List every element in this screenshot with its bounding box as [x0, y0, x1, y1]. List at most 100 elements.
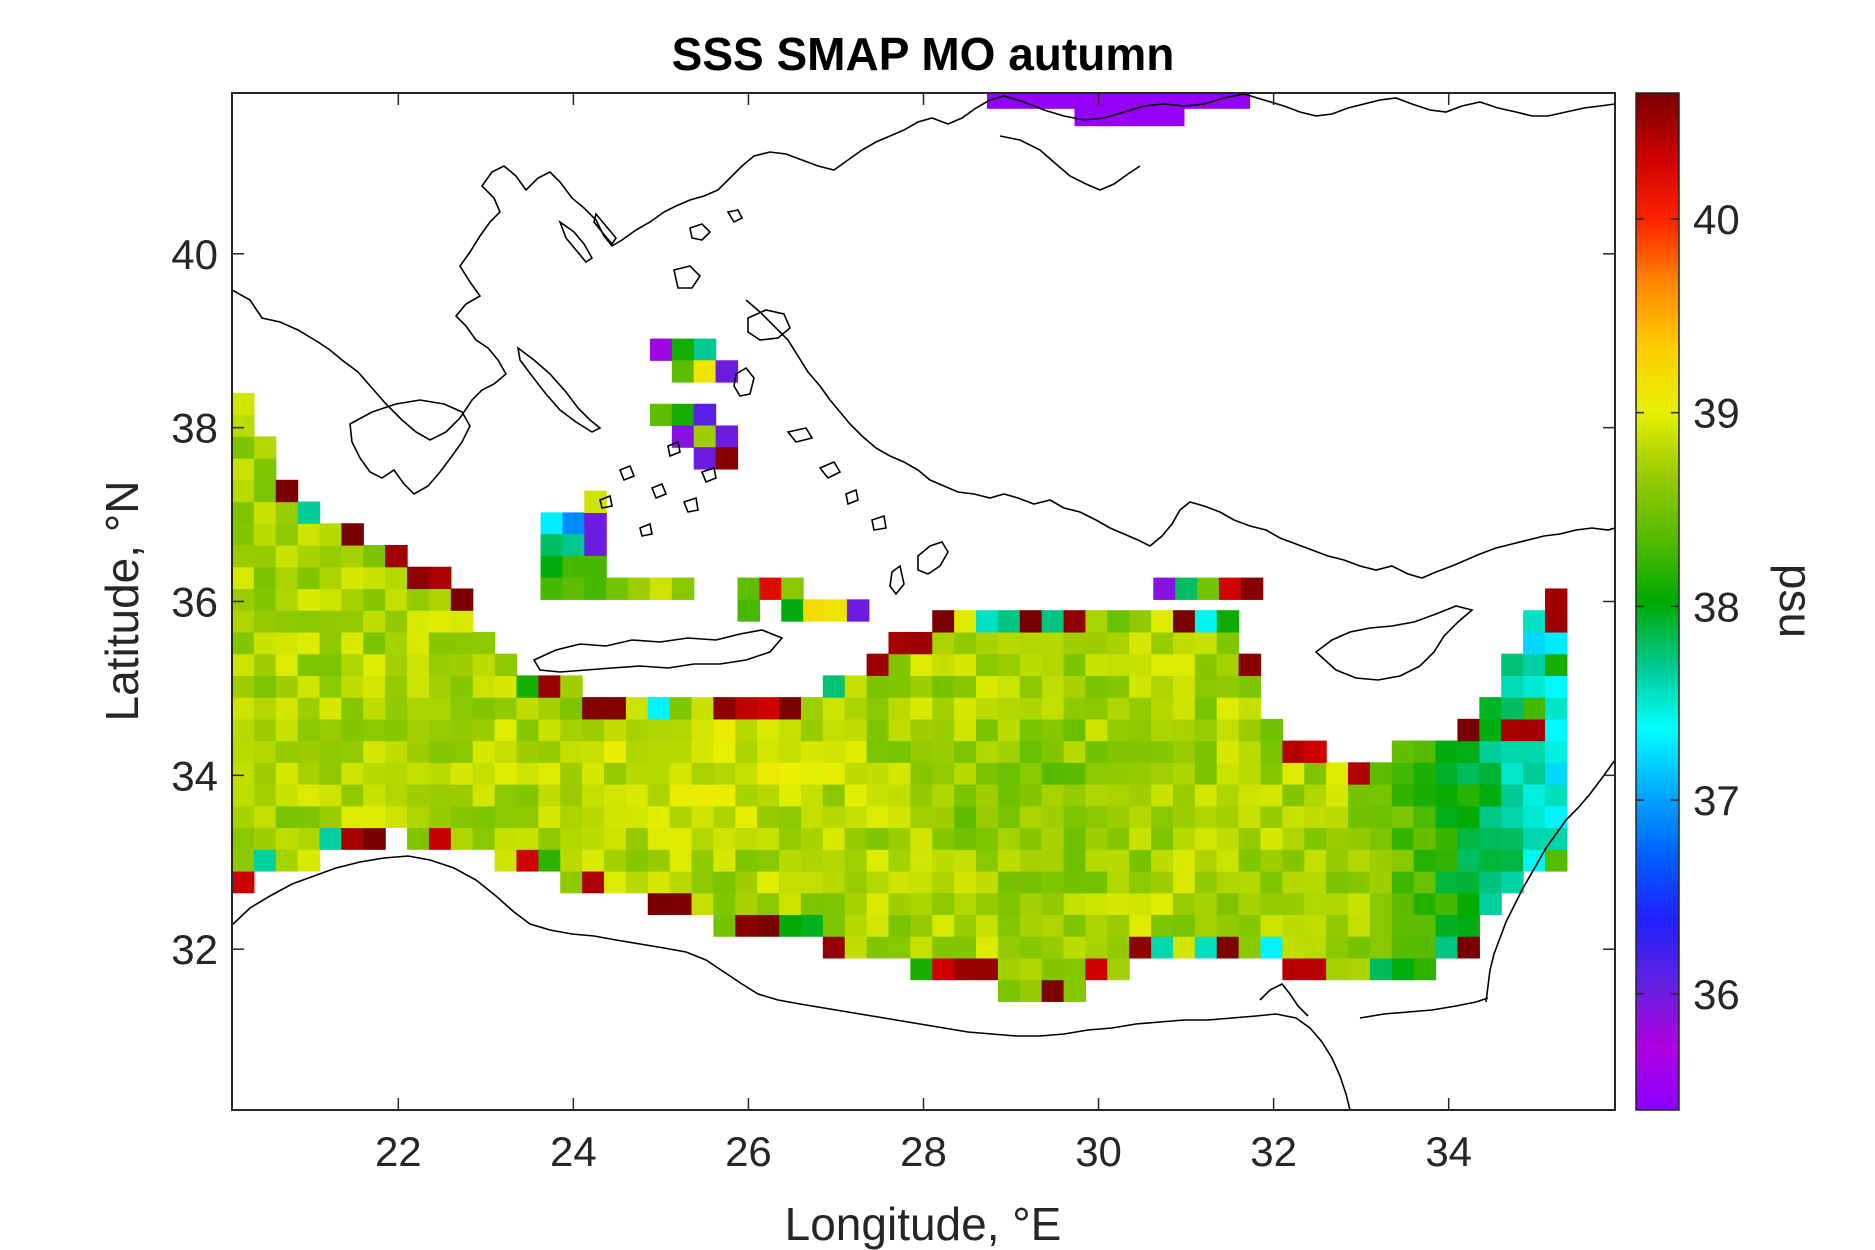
- salinity-cell: [1544, 697, 1568, 720]
- salinity-cell: [1304, 957, 1327, 981]
- salinity-cell: [1457, 718, 1480, 742]
- salinity-cell: [1041, 653, 1065, 676]
- salinity-cell: [1107, 914, 1130, 937]
- salinity-cell: [341, 784, 364, 807]
- salinity-cell: [604, 805, 627, 829]
- salinity-cell: [757, 740, 780, 763]
- salinity-cell: [910, 675, 933, 698]
- salinity-cell: [1282, 762, 1305, 785]
- salinity-cell: [275, 827, 299, 850]
- salinity-cell: [319, 610, 343, 633]
- salinity-cell: [671, 425, 695, 448]
- salinity-cell: [1501, 827, 1524, 850]
- salinity-cell: [910, 892, 933, 916]
- salinity-cell: [341, 827, 364, 850]
- salinity-cell: [976, 827, 999, 850]
- salinity-cell: [1391, 870, 1415, 894]
- salinity-cell: [1260, 870, 1283, 894]
- salinity-cell: [1019, 653, 1043, 676]
- salinity-cell: [647, 718, 671, 742]
- salinity-cell: [582, 762, 605, 785]
- salinity-cell: [407, 697, 430, 720]
- y-axis-ticks: 32 34 36 38 40: [171, 231, 1615, 973]
- salinity-cell: [976, 805, 999, 829]
- salinity-cell: [866, 914, 890, 937]
- salinity-cell: [582, 870, 605, 894]
- salinity-cell: [407, 827, 430, 850]
- salinity-cell: [562, 534, 585, 557]
- salinity-cell: [1194, 675, 1218, 698]
- salinity-cell: [649, 338, 673, 361]
- salinity-cell: [1435, 849, 1459, 872]
- salinity-cell: [1435, 827, 1459, 850]
- salinity-cell: [976, 870, 999, 894]
- salinity-cell: [997, 718, 1021, 742]
- salinity-cell: [735, 762, 758, 785]
- salinity-cell: [1194, 936, 1218, 959]
- salinity-cell: [1501, 762, 1524, 785]
- salinity-cell: [1074, 103, 1097, 127]
- salinity-cell: [1151, 653, 1174, 676]
- salinity-cell: [1041, 784, 1065, 807]
- salinity-cell: [1030, 93, 1054, 109]
- salinity-cell: [1194, 892, 1218, 916]
- salinity-cell: [1238, 892, 1262, 916]
- salinity-cell: [932, 740, 955, 763]
- salinity-cell: [1172, 740, 1196, 763]
- salinity-cell: [538, 675, 561, 698]
- salinity-cell: [472, 740, 496, 763]
- salinity-cell: [1041, 631, 1065, 655]
- salinity-cell: [1151, 784, 1174, 807]
- salinity-cell: [341, 675, 364, 698]
- salinity-cell: [1175, 577, 1198, 600]
- salinity-cell: [516, 675, 539, 698]
- salinity-cell: [604, 827, 627, 850]
- salinity-cell: [253, 501, 277, 524]
- salinity-cell: [669, 870, 693, 894]
- salinity-cell: [757, 697, 780, 720]
- salinity-cell: [538, 849, 561, 872]
- salinity-cell: [584, 512, 607, 535]
- crete-island: [532, 629, 784, 673]
- salinity-cell: [888, 892, 911, 916]
- coastline-north: [232, 93, 1615, 441]
- salinity-cell: [910, 827, 933, 850]
- salinity-cell: [625, 784, 649, 807]
- salinity-cell: [822, 718, 846, 742]
- salinity-cell: [232, 479, 255, 503]
- salinity-cell: [1107, 849, 1130, 872]
- salinity-cell: [800, 762, 824, 785]
- salinity-cell: [954, 892, 977, 916]
- salinity-cell: [1369, 870, 1393, 894]
- salinity-cell: [1413, 936, 1437, 959]
- salinity-cell: [1523, 805, 1546, 829]
- salinity-cell: [1063, 697, 1087, 720]
- salinity-cell: [472, 805, 496, 829]
- salinity-cell: [954, 675, 977, 698]
- salinity-cell: [1479, 870, 1502, 894]
- salinity-cell: [647, 892, 671, 916]
- salinity-cell: [560, 718, 583, 742]
- salinity-cell: [932, 697, 955, 720]
- salinity-cell: [297, 588, 321, 611]
- salinity-cell: [932, 936, 955, 959]
- salinity-cell: [584, 490, 607, 514]
- salinity-cell: [1019, 870, 1043, 894]
- salinity-cell: [516, 784, 539, 807]
- salinity-cell: [1348, 914, 1371, 937]
- salinity-cell: [866, 784, 890, 807]
- salinity-cell: [1041, 979, 1065, 1002]
- salinity-cell: [1544, 849, 1568, 872]
- salinity-cell: [428, 740, 452, 763]
- salinity-cell: [1063, 784, 1087, 807]
- salinity-cell: [385, 545, 408, 568]
- salinity-cell: [582, 697, 605, 720]
- salinity-cell: [472, 653, 496, 676]
- salinity-cell: [428, 718, 452, 742]
- salinity-cell: [1391, 827, 1415, 850]
- salinity-cell: [800, 805, 824, 829]
- salinity-cell: [1523, 631, 1546, 655]
- salinity-cell: [385, 697, 408, 720]
- salinity-cell: [866, 805, 890, 829]
- salinity-cell: [1413, 762, 1437, 785]
